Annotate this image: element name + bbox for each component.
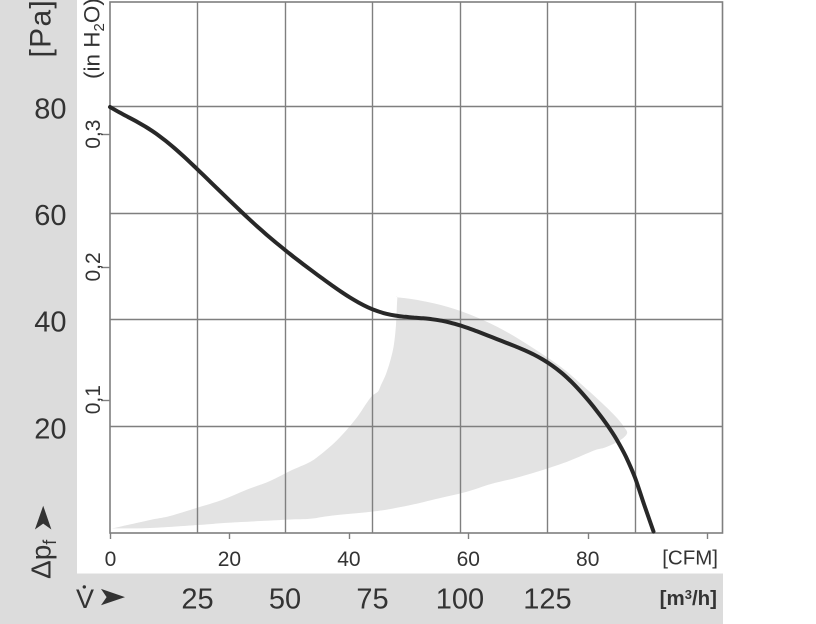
svg-text:80: 80 [576,548,599,571]
svg-text:125: 125 [523,584,571,616]
svg-text:75: 75 [356,584,388,616]
svg-text:50: 50 [269,584,301,616]
svg-text:40: 40 [34,307,66,339]
svg-text:60: 60 [457,548,480,571]
svg-text:60: 60 [34,200,66,232]
svg-text:0,2: 0,2 [82,252,105,281]
svg-text:Δpf: Δpf [26,539,61,579]
svg-text:100: 100 [436,584,484,616]
svg-text:25: 25 [181,584,213,616]
svg-text:[CFM]: [CFM] [662,547,718,570]
svg-text:[m3/h]: [m3/h] [660,587,717,610]
svg-text:(in H2O): (in H2O) [80,0,109,79]
svg-text:20: 20 [218,548,241,571]
svg-text:0: 0 [105,548,117,571]
svg-text:V: V [76,584,94,614]
svg-text:40: 40 [337,548,360,571]
svg-text:80: 80 [34,94,66,126]
svg-text:0,3: 0,3 [82,120,105,149]
svg-text:20: 20 [34,413,66,445]
svg-text:[Pa]: [Pa] [25,0,58,58]
svg-text:0,1: 0,1 [82,385,105,414]
